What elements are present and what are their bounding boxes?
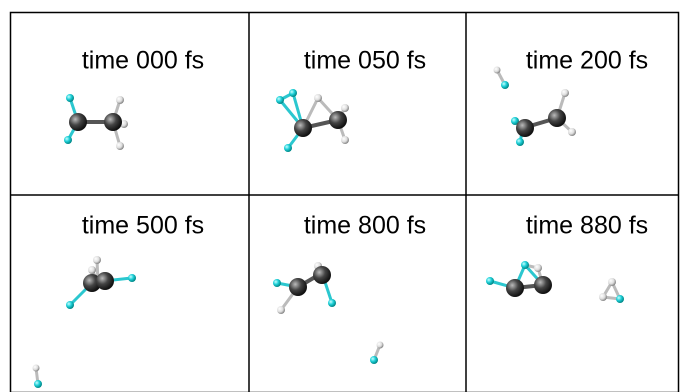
atom [277,306,285,314]
atom [64,136,72,144]
atom [494,67,501,74]
atom [328,299,336,307]
atom [599,293,607,301]
atom [608,278,616,286]
panel-label: time 200 fs [526,47,648,75]
panel-label: time 050 fs [304,47,426,75]
atom [521,261,529,269]
atom [561,89,569,97]
panel-label: time 500 fs [82,212,204,240]
atom [276,96,284,104]
atom [116,96,124,104]
atom [66,301,74,309]
molecule [276,89,349,152]
atom [34,380,42,388]
atom [294,119,312,137]
atom [289,89,297,97]
molecule [494,67,577,147]
atom [33,365,40,372]
atom [506,279,524,297]
atom [486,277,494,285]
atom [501,81,509,89]
atom [329,111,347,129]
atom [88,266,96,274]
panel-label: time 880 fs [526,212,648,240]
atom [284,144,292,152]
atom [104,113,122,131]
atom [96,272,114,290]
atom [377,342,384,349]
atom [548,109,566,127]
atom [516,138,524,146]
molecule [486,261,624,303]
atom [534,276,552,294]
atom [534,264,542,272]
atom [289,278,307,296]
panel-label: time 800 fs [304,212,426,240]
atom [370,356,378,364]
molecule [273,262,384,364]
atom [341,136,349,144]
atom [313,266,331,284]
panel-label: time 000 fs [82,47,204,75]
molecule [64,94,128,150]
atom [66,94,74,102]
atom [341,104,349,112]
atom [69,113,87,131]
atom [568,128,576,136]
molecule [33,256,137,388]
atom [128,274,136,282]
atom [516,119,534,137]
atom [116,142,124,150]
figure: time 000 fs time 050 fs time 200 fs time… [0,0,680,392]
atom [273,279,281,287]
atom [314,94,322,102]
atom [93,256,101,264]
atom [616,295,624,303]
